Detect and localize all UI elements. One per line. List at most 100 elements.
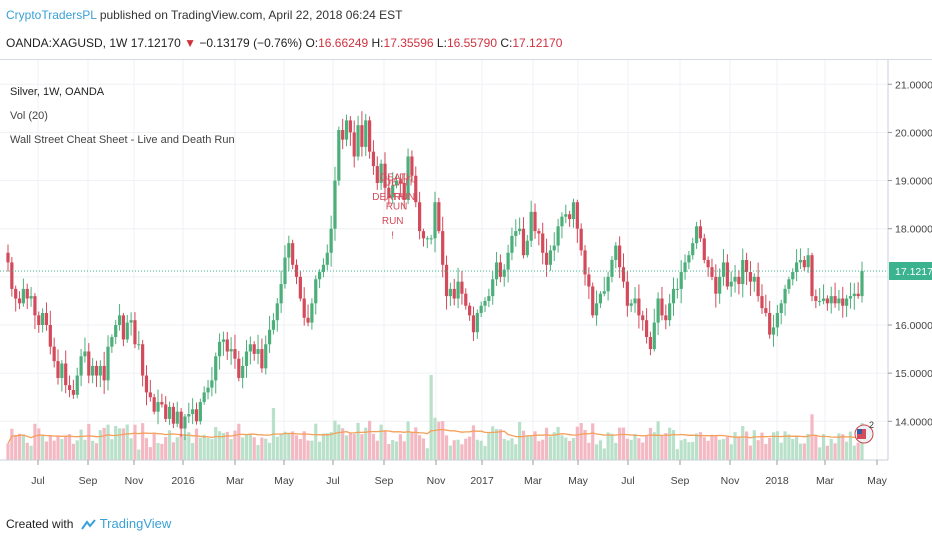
volume-bar xyxy=(260,437,264,460)
volume-bar xyxy=(341,428,345,460)
candle-body xyxy=(752,276,756,282)
volume-bar xyxy=(237,423,241,460)
volume-bar xyxy=(783,431,787,460)
author-link[interactable]: CryptoTradersPL xyxy=(6,8,97,22)
volume-bar xyxy=(718,439,722,460)
volume-bar xyxy=(87,423,91,460)
volume-bar xyxy=(491,426,495,460)
candle-body xyxy=(533,211,537,232)
indicator-legend: Wall Street Cheat Sheet - Live and Death… xyxy=(10,134,235,146)
volume-bar xyxy=(283,431,287,460)
tradingview-brand[interactable]: TradingView xyxy=(99,516,172,531)
volume-bar xyxy=(571,438,576,460)
volume-bar xyxy=(194,428,199,460)
volume-bar xyxy=(625,438,629,460)
volume-bar xyxy=(156,442,160,460)
price-axis[interactable]: 21.00000 20.00000 19.00000 18.00000 17.12170… xyxy=(888,79,932,428)
candle-body xyxy=(121,315,126,340)
volume-bar xyxy=(167,430,172,460)
candle-body xyxy=(102,365,106,381)
flag-marker[interactable]: 2 xyxy=(854,420,874,444)
candle-body xyxy=(537,231,541,234)
low-value: 16.55790 xyxy=(446,36,497,50)
volume-bar xyxy=(110,439,114,460)
candle-body xyxy=(117,315,122,325)
volume-bar xyxy=(652,432,656,460)
volume-bar xyxy=(75,440,79,460)
candle-body xyxy=(264,344,268,369)
volume-bar xyxy=(845,441,849,460)
candle-body xyxy=(175,411,179,424)
candle-body xyxy=(521,228,526,256)
candle-body xyxy=(575,202,579,229)
death-run-annotation: RUN xyxy=(393,192,415,203)
volume-bar xyxy=(829,438,833,460)
volume-bar xyxy=(852,445,856,460)
candle-body xyxy=(164,404,168,419)
close-value: 17.12170 xyxy=(512,36,563,50)
volume-bar xyxy=(352,434,356,460)
volume-bar xyxy=(837,433,841,460)
volume-bar xyxy=(675,449,679,460)
candle-body xyxy=(364,120,368,147)
volume-bar xyxy=(741,426,745,460)
candle-body xyxy=(371,151,376,167)
candle-body xyxy=(556,226,560,246)
candle-body xyxy=(444,264,449,297)
candle-body xyxy=(314,279,318,304)
volume-bar xyxy=(587,442,591,460)
volume-bar xyxy=(94,443,99,460)
candle-body xyxy=(406,156,410,200)
volume-bar xyxy=(775,431,779,460)
volume-bar xyxy=(233,430,237,460)
time-tick-label: May xyxy=(568,475,589,487)
candle-body xyxy=(694,226,699,244)
time-tick-label: May xyxy=(867,475,888,487)
volume-bar xyxy=(791,438,795,460)
time-tick-label: Sep xyxy=(671,475,690,487)
candle-body xyxy=(325,252,329,265)
candle-body xyxy=(402,182,406,200)
volume-bar xyxy=(314,423,318,460)
time-tick-label: Mar xyxy=(816,475,835,487)
volume-bar xyxy=(568,440,572,460)
candle-body xyxy=(337,130,341,181)
volume-bar xyxy=(160,443,164,460)
candle-body xyxy=(483,300,487,306)
candle-body xyxy=(768,312,772,335)
volume-bar xyxy=(102,427,106,460)
volume-bar xyxy=(460,444,464,460)
candle-body xyxy=(621,267,626,282)
time-axis[interactable]: Jul Sep Nov 2016 Mar May Jul Sep Nov 2017 Mar May Ju… xyxy=(31,460,888,487)
time-tick-label: Jul xyxy=(326,475,339,487)
volume-bar xyxy=(618,427,622,460)
candle-body xyxy=(210,380,214,388)
candle-body xyxy=(387,187,391,198)
volume-bar xyxy=(210,439,214,460)
candle-body xyxy=(791,272,795,280)
death-run-annotation: RUN xyxy=(382,216,404,227)
time-tick-label: Jul xyxy=(31,475,44,487)
candle-body xyxy=(317,272,322,280)
volume-bar xyxy=(391,440,395,460)
volume-bar xyxy=(729,444,733,460)
volume-bar xyxy=(394,441,399,460)
candle-body xyxy=(671,288,676,304)
candle-body xyxy=(798,260,803,263)
candle-body xyxy=(748,272,753,282)
candle-body xyxy=(171,406,176,424)
volume-bar xyxy=(802,443,806,460)
candle-body xyxy=(725,262,729,287)
candle-body xyxy=(437,202,441,232)
open-value: 16.66249 xyxy=(318,36,369,50)
volume-bar xyxy=(748,445,753,460)
candle-body xyxy=(479,305,483,313)
candle-body xyxy=(544,252,549,265)
candle-body xyxy=(356,125,360,157)
volume-bar xyxy=(256,445,260,460)
volume-bar xyxy=(529,436,533,460)
candle-body xyxy=(160,402,164,405)
time-tick-label: Nov xyxy=(427,475,446,487)
